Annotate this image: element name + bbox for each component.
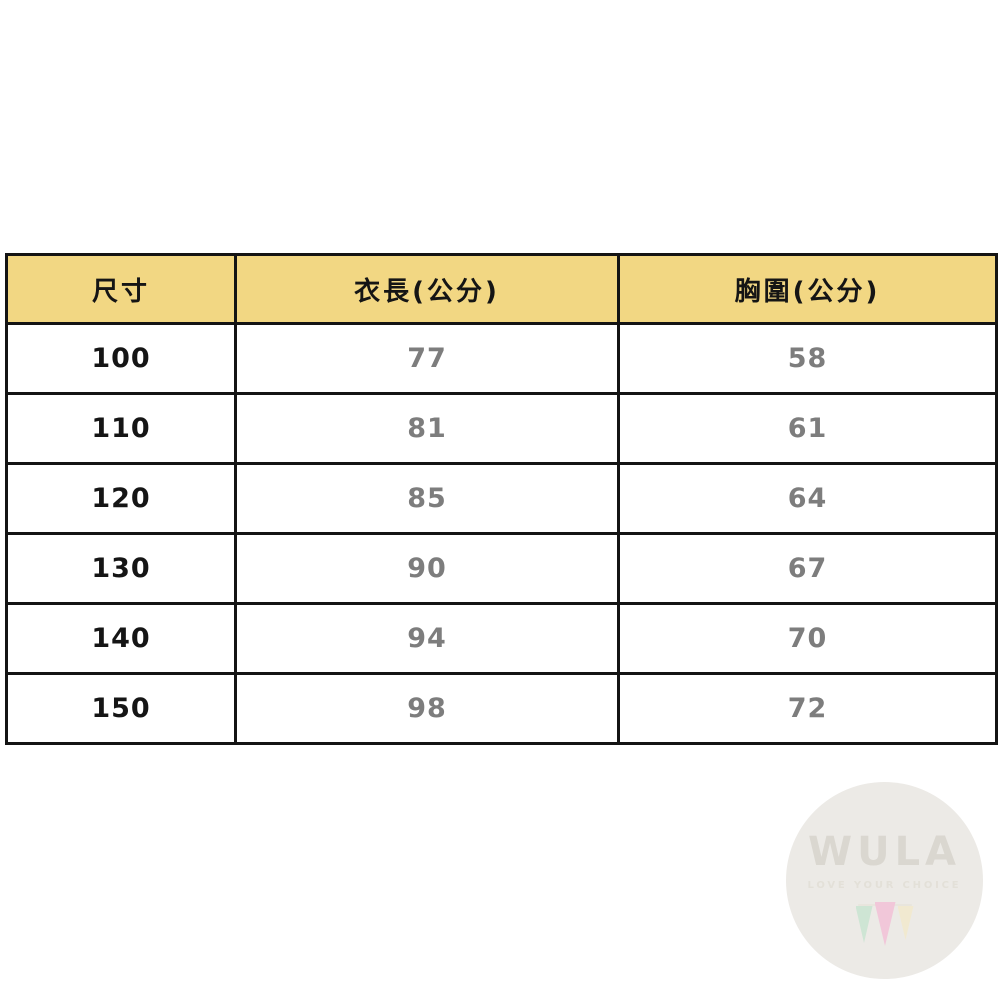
table-row: 130 90 67 [5, 532, 998, 605]
pennant-pink-icon [874, 902, 896, 946]
brand-name: WULA [807, 829, 962, 875]
length-value: 94 [234, 602, 620, 675]
size-value: 150 [5, 672, 237, 745]
table-row: 120 85 64 [5, 462, 998, 535]
header-cell-length: 衣長(公分) [234, 253, 620, 325]
length-value: 85 [234, 462, 620, 535]
chest-value: 70 [617, 602, 998, 675]
chest-value: 61 [617, 392, 998, 465]
table-row: 110 81 61 [5, 392, 998, 465]
table-row: 100 77 58 [5, 322, 998, 395]
size-value: 120 [5, 462, 237, 535]
size-value: 130 [5, 532, 237, 605]
size-value: 100 [5, 322, 237, 395]
pennant-cones-icon [855, 902, 914, 954]
header-cell-chest: 胸圍(公分) [617, 253, 998, 325]
table-header-row: 尺寸 衣長(公分) 胸圍(公分) [5, 253, 998, 325]
size-value: 140 [5, 602, 237, 675]
header-cell-size: 尺寸 [5, 253, 237, 325]
chest-value: 72 [617, 672, 998, 745]
watermark-logo: WULA LOVE YOUR CHOICE [786, 782, 983, 979]
length-value: 77 [234, 322, 620, 395]
size-chart-table: 尺寸 衣長(公分) 胸圍(公分) 100 77 58 110 81 61 120… [5, 253, 998, 745]
pennant-green-icon [855, 906, 873, 943]
table-row: 150 98 72 [5, 672, 998, 745]
size-value: 110 [5, 392, 237, 465]
chest-value: 67 [617, 532, 998, 605]
chest-value: 58 [617, 322, 998, 395]
length-value: 90 [234, 532, 620, 605]
chest-value: 64 [617, 462, 998, 535]
length-value: 81 [234, 392, 620, 465]
length-value: 98 [234, 672, 620, 745]
pennant-cream-icon [897, 906, 914, 940]
table-row: 140 94 70 [5, 602, 998, 675]
brand-tagline: LOVE YOUR CHOICE [807, 880, 962, 891]
